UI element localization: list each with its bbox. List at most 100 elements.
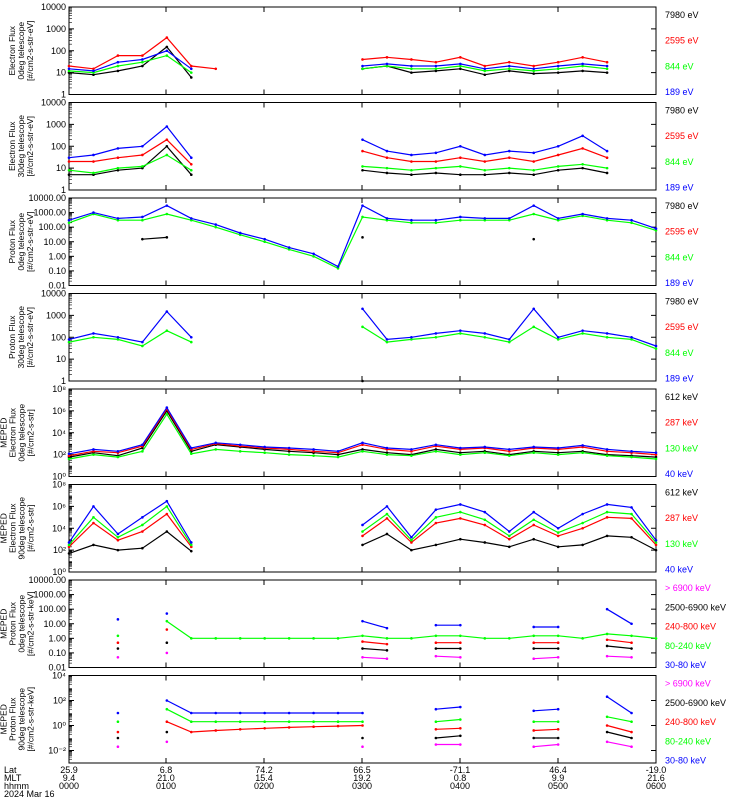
x-tick-label: 21.0 (157, 773, 175, 783)
series-line (362, 56, 608, 67)
series-line (533, 656, 559, 660)
y-tick-label: 10 (56, 163, 66, 173)
y-axis-label: Proton Flux (8, 697, 18, 741)
series-line (69, 138, 192, 165)
legend-entry: 40 keV (665, 469, 693, 479)
series-line (533, 708, 559, 712)
series-line (606, 696, 632, 714)
y-axis-label: MEPED (0, 513, 9, 543)
legend-entry: 189 eV (665, 374, 694, 384)
y-tick-label: 10 (56, 354, 66, 364)
legend-entry: 7980 eV (665, 10, 699, 20)
series-line (607, 639, 632, 644)
series-line (362, 65, 608, 72)
data-point (116, 720, 120, 724)
x-tick-label: 74.2 (255, 765, 273, 775)
y-tick-label: 10² (53, 545, 66, 555)
series-line (435, 727, 461, 730)
legend-entry: 7980 eV (665, 201, 699, 211)
x-tick-label: 15.4 (255, 773, 273, 783)
y-axis-label: Electron Flux (7, 25, 17, 75)
data-point (116, 745, 120, 749)
legend-entry: 844 eV (665, 157, 694, 167)
series-line (362, 533, 657, 551)
y-tick-label: 10⁰ (52, 472, 66, 482)
series-line (362, 620, 388, 629)
y-tick-label: 10000 (41, 98, 66, 108)
data-point (116, 711, 120, 715)
y-axis-label: [#/cm2-s-str-eV] (25, 212, 35, 272)
series-line (362, 326, 657, 350)
data-point (361, 736, 364, 740)
y-axis-label: Proton Flux (7, 315, 17, 359)
series-line (68, 154, 192, 174)
x-row-label: Lat (4, 765, 17, 775)
series-line (68, 413, 657, 460)
series-line (533, 728, 559, 732)
data-point (434, 623, 438, 627)
data-point (361, 379, 364, 383)
y-tick-label: 10⁰ (52, 567, 66, 577)
date-label: 2024 Mar 16 (4, 789, 55, 799)
series-line (362, 163, 608, 171)
series-line (69, 145, 192, 176)
series-line (68, 36, 216, 70)
legend-entry: 7980 eV (665, 106, 699, 116)
data-point (116, 656, 120, 659)
y-axis-label: [#/cm2-s-str] (26, 409, 36, 456)
series-line (362, 63, 608, 70)
y-tick-label: 0.10 (48, 266, 66, 276)
panel-frame (68, 6, 657, 95)
series-line (362, 503, 657, 541)
legend-entry: 189 eV (665, 183, 694, 193)
legend-entry: 612 keV (665, 392, 698, 402)
x-tick-label: 0100 (156, 781, 176, 791)
y-tick-label: 10⁶ (52, 501, 66, 511)
data-point (605, 638, 609, 642)
data-point (165, 641, 169, 645)
y-axis-label: [#/cm2-s-str] (26, 505, 36, 552)
series-line (68, 409, 657, 458)
legend-entry: 287 keV (665, 418, 698, 428)
series-line (68, 407, 657, 457)
series-line (362, 65, 608, 76)
series-line (68, 50, 192, 72)
data-point (165, 628, 169, 631)
data-point (459, 743, 462, 746)
y-tick-label: 100 (51, 46, 66, 56)
legend-entry: 2595 eV (665, 322, 699, 332)
series-line (362, 147, 608, 163)
x-tick-label: 9.9 (552, 773, 565, 783)
legend-entry: 2500-6900 keV (665, 698, 726, 708)
legend-entry: 30-80 keV (665, 660, 706, 670)
series-line (606, 731, 632, 739)
series-line (68, 204, 657, 268)
series-line (68, 530, 192, 554)
series-line (435, 706, 461, 710)
series-line (142, 236, 167, 240)
series-line (362, 511, 657, 543)
series-line (166, 699, 363, 714)
y-tick-label: 10² (53, 450, 66, 460)
y-axis-label: 0deg telescope (17, 595, 27, 653)
x-tick-label: 0200 (254, 781, 274, 791)
panel-frame (68, 675, 657, 764)
x-tick-label: -71.1 (450, 765, 471, 775)
series-line (362, 656, 388, 660)
legend-entry: 80-240 keV (665, 641, 711, 651)
x-tick-label: 0600 (646, 781, 666, 791)
data-point (459, 647, 462, 650)
legend-entry: > 6900 keV (665, 679, 711, 689)
y-axis-label: MEPED (0, 704, 9, 734)
y-axis-label: 30deg telescope (16, 306, 26, 369)
x-tick-label: 66.5 (353, 765, 371, 775)
x-row-label: hhmm (4, 781, 29, 791)
x-tick-label: 0300 (352, 781, 372, 791)
y-tick-label: 10⁸ (52, 384, 66, 394)
x-tick-label: 9.4 (63, 773, 76, 783)
series-line (362, 516, 657, 546)
legend-entry: 2595 eV (665, 131, 699, 141)
data-point (434, 647, 438, 650)
legend-entry: 80-240 keV (665, 736, 711, 746)
